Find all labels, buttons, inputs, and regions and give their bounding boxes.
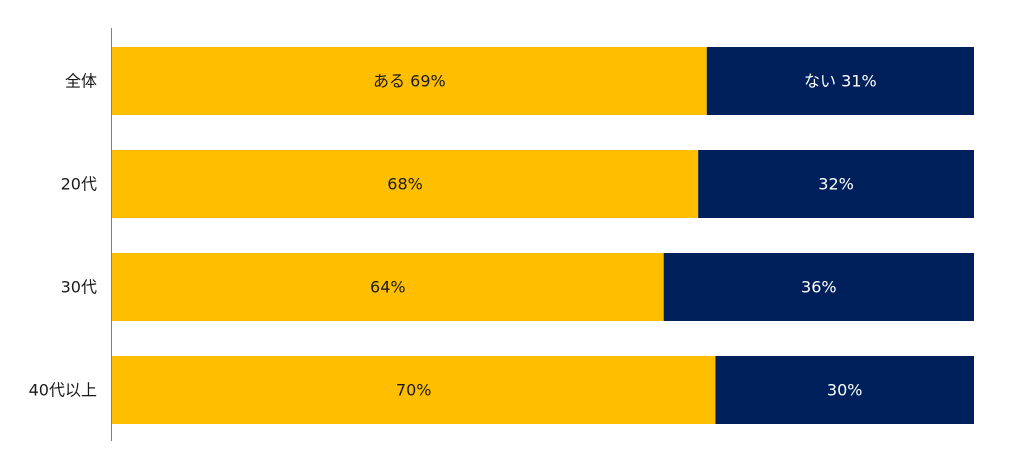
data-label: 30% <box>827 381 863 400</box>
bar-segment-nai <box>698 150 974 218</box>
bars-layer <box>112 47 974 424</box>
bar-segment-aru <box>112 150 699 218</box>
data-label: 64% <box>370 278 406 297</box>
bar-segment-aru <box>112 47 707 115</box>
category-label: 30代 <box>61 278 97 297</box>
bar-segment-aru <box>112 253 664 321</box>
data-label: 36% <box>801 278 837 297</box>
bar-segment-nai <box>715 356 974 424</box>
bar-segment-nai <box>663 253 974 321</box>
category-label: 20代 <box>61 175 97 194</box>
labels-layer: 全体 ある 69% ない 31% 20代 68% 32% 30代 64% 36% 40代以上 70%… <box>29 72 877 400</box>
data-label: 68% <box>387 175 423 194</box>
data-label: 70% <box>396 381 432 400</box>
bar-segment-aru <box>112 356 716 424</box>
category-label: 全体 <box>65 72 97 91</box>
data-label: ある 69% <box>373 72 446 91</box>
bar-segment-nai <box>706 47 974 115</box>
data-label: ない 31% <box>804 72 877 91</box>
category-label: 40代以上 <box>29 381 97 400</box>
data-label: 32% <box>818 175 854 194</box>
